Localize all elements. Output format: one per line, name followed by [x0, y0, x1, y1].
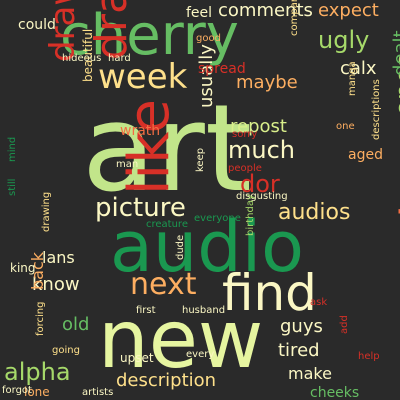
word-repost: repost: [230, 116, 287, 137]
word-spread: spread: [198, 61, 246, 77]
word-husband: husband: [182, 305, 226, 316]
word-old: old: [62, 314, 90, 335]
word-everyone: everyone: [194, 213, 241, 224]
word-compare: compare: [289, 0, 300, 36]
word-people: people: [228, 163, 262, 174]
word-love: love: [391, 117, 400, 218]
word-feel: feel: [186, 5, 213, 21]
word-artists: artists: [82, 387, 114, 398]
word-hideous: hideous: [62, 53, 102, 64]
word-every: every: [186, 349, 215, 360]
word-cherry: cherry: [60, 3, 239, 68]
word-audios: audios: [278, 200, 351, 225]
word-forgot: forgot: [2, 385, 32, 396]
word-good: good: [196, 33, 221, 44]
word-dealt: dealt: [390, 30, 400, 76]
word-add: add: [339, 315, 350, 334]
word-make: make: [288, 364, 332, 383]
word-aged: aged: [348, 147, 383, 163]
word-hard: hard: [108, 53, 131, 64]
word-draw: draw: [86, 0, 137, 60]
word-audio: audio: [110, 206, 304, 288]
word-description: description: [116, 370, 217, 391]
word-first: first: [136, 305, 156, 316]
word-king: king: [10, 261, 36, 275]
word-man: man: [116, 159, 139, 170]
word-week: week: [98, 57, 188, 97]
word-maybe: maybe: [236, 72, 298, 93]
word-could: could: [18, 17, 56, 33]
word-forcing: forcing: [35, 301, 46, 337]
word-disgusting: disgusting: [236, 191, 288, 202]
word-know: know: [32, 274, 80, 295]
word-mind: mind: [7, 136, 18, 162]
word-descriptions: descriptions: [371, 79, 382, 140]
word-creature: creature: [146, 219, 188, 230]
word-upset: upset: [120, 351, 154, 365]
word-art: art: [82, 80, 252, 219]
word-keep: keep: [195, 147, 206, 172]
word-next: next: [130, 267, 197, 302]
word-dude: dude: [175, 234, 186, 260]
word-guys: guys: [280, 316, 323, 337]
word-still: still: [7, 178, 18, 196]
word-one: one: [336, 121, 355, 132]
word-picture: picture: [95, 193, 186, 223]
word-comments: comments: [218, 0, 313, 21]
word-calx: calx: [340, 58, 377, 79]
word-new: new: [98, 293, 264, 386]
word-birthday: birthday: [245, 194, 256, 236]
word-find: find: [222, 264, 317, 322]
word-like: like: [117, 98, 182, 195]
word-help: help: [358, 351, 380, 362]
word-ugly: ugly: [318, 26, 370, 54]
word-tired: tired: [278, 340, 320, 361]
word-going: going: [52, 345, 80, 356]
word-lans: lans: [42, 248, 75, 267]
word-cheeks: cheeks: [310, 385, 360, 400]
word-sorry: sorry: [232, 129, 258, 140]
word-lone: lone: [24, 385, 50, 399]
word-wrath: wrath: [120, 123, 161, 139]
word-dor: dor: [240, 170, 280, 198]
word-expect: expect: [318, 0, 379, 21]
word-manga: manga: [347, 61, 358, 96]
word-much: much: [228, 136, 295, 164]
word-alpha: alpha: [4, 358, 71, 386]
word-drawing: drawing: [41, 191, 52, 232]
word-ask: ask: [310, 297, 328, 308]
